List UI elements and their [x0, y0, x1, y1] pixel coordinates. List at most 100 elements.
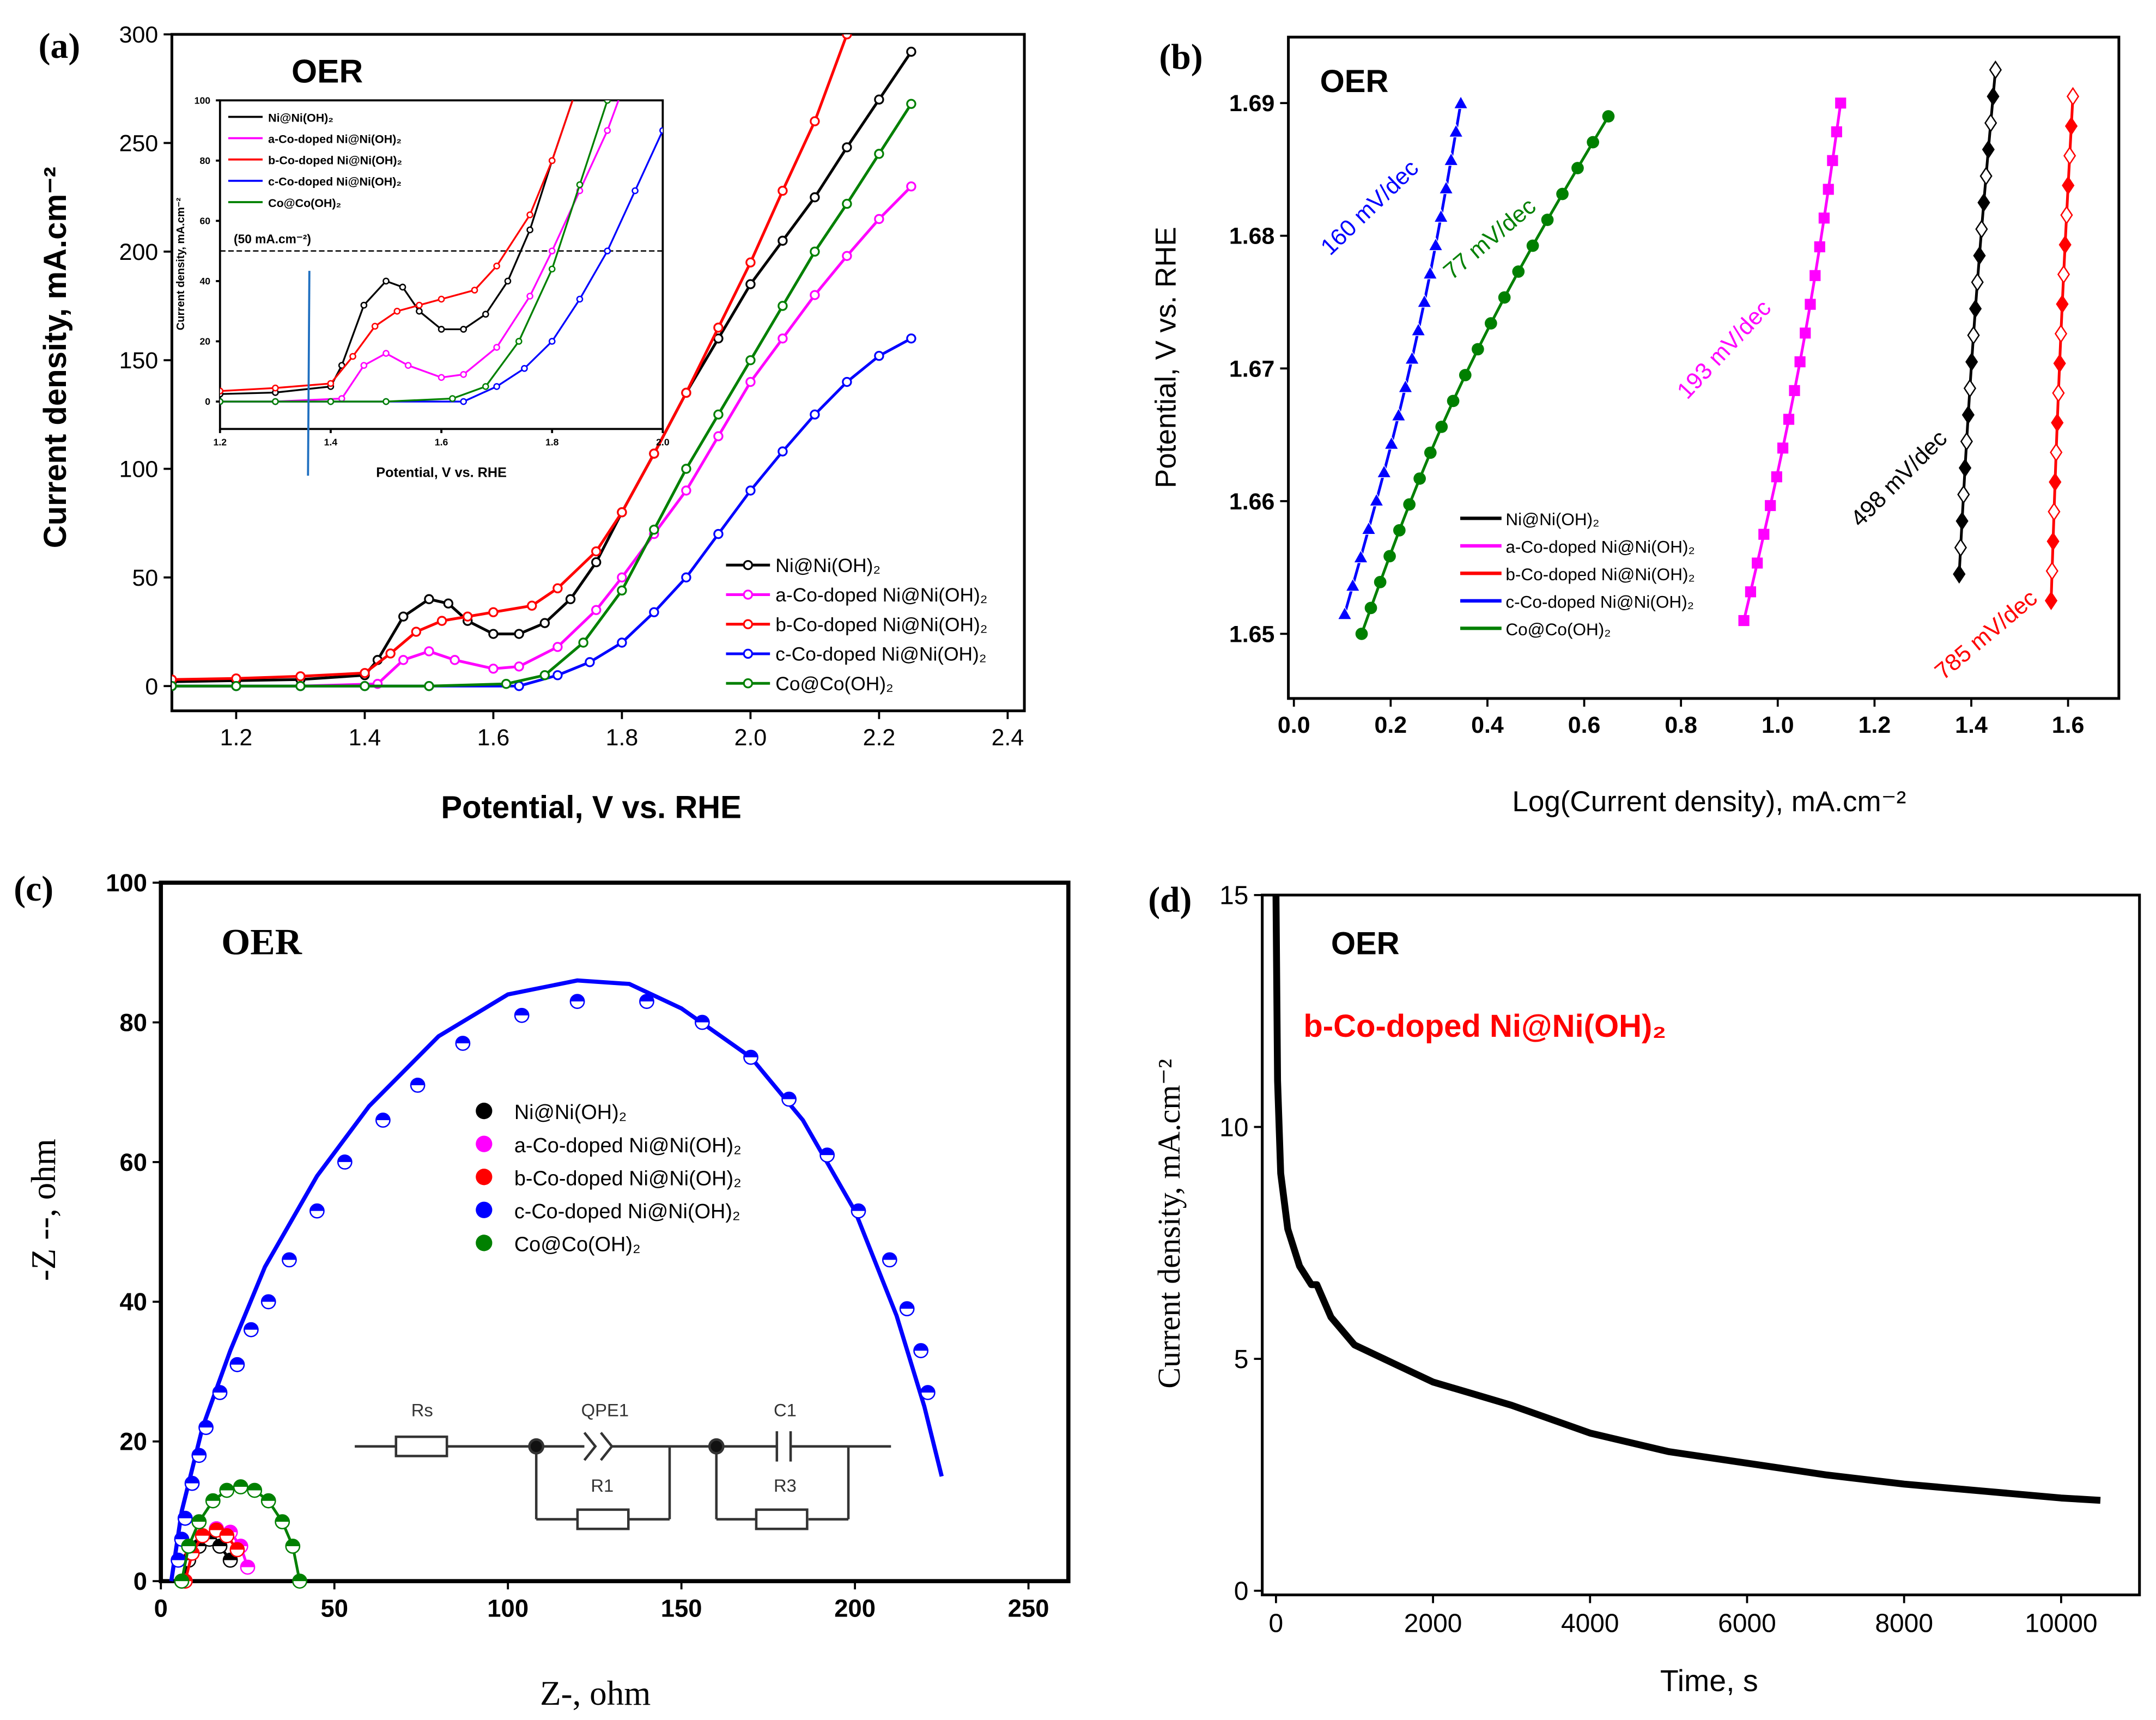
data-point [548, 265, 556, 273]
data-point-fill [293, 1574, 307, 1582]
data-point [617, 585, 627, 596]
data-point-fill [234, 1480, 248, 1487]
data-point [424, 594, 434, 604]
legend-label: a-Co-doped Ni@Ni(OH)₂ [514, 1134, 742, 1157]
data-point [162, 399, 167, 404]
x-tick-label: 2.2 [863, 725, 896, 751]
chart-title-b: OER [1320, 64, 1389, 99]
data-point [842, 376, 852, 387]
data-point [617, 572, 627, 583]
x-tick-label: 4000 [1561, 1609, 1619, 1638]
data-point [1969, 299, 1982, 319]
data-point [1800, 327, 1811, 339]
legend-marker [476, 1135, 493, 1152]
data-point [1957, 485, 1970, 505]
data-point [1958, 458, 1972, 478]
data-point [842, 198, 852, 209]
x-tick-label: 1.4 [349, 725, 381, 751]
y-tick-label: 100 [106, 869, 147, 897]
data-point [681, 572, 691, 583]
legend-label: Ni@Ni(OH)₂ [514, 1101, 627, 1124]
data-point [1571, 162, 1584, 174]
data-point [874, 350, 884, 361]
data-point [272, 384, 279, 392]
data-point [295, 671, 306, 682]
legend-label: b-Co-doped Ni@Ni(OH)₂ [514, 1167, 742, 1190]
data-point [649, 524, 659, 535]
data-point-fill [410, 1078, 425, 1085]
data-point-fill [275, 1515, 289, 1522]
data-point [2052, 383, 2065, 403]
data-point [2054, 324, 2068, 343]
data-point [577, 76, 582, 82]
data-point [552, 642, 563, 652]
x-tick-label: 250 [1008, 1595, 1049, 1622]
series-line [220, 100, 574, 395]
inset-series-4 [162, 22, 638, 405]
inset-axes: 1.2 1.4 1.6 1.8 2.0 0 20 40 60 80 100 [195, 95, 670, 447]
panel-label-d: (d) [1148, 880, 1192, 920]
inset-x-label: Potential, V vs. RHE [376, 465, 507, 481]
inset-series-2 [220, 100, 574, 395]
data-point [360, 301, 368, 309]
data-point [1345, 578, 1361, 592]
data-point [1823, 184, 1834, 195]
legend-label: b-Co-doped Ni@Ni(OH)₂ [1505, 564, 1695, 584]
data-point [162, 399, 167, 404]
x-tick-label: 1.8 [606, 725, 639, 751]
data-point-fill [782, 1092, 796, 1099]
data-point [1602, 110, 1615, 123]
x-tick-label: 1.6 [435, 437, 448, 448]
y-tick-label: 40 [199, 276, 210, 287]
x-axis-label-d: Time, s [1660, 1664, 1758, 1698]
data-point [438, 374, 445, 381]
data-point-fill [900, 1302, 914, 1309]
inset-y-label: Current density, mA.cm⁻² [175, 198, 187, 331]
data-point [460, 398, 467, 405]
y-tick-label: 200 [119, 239, 159, 265]
data-point [220, 387, 224, 395]
data-point-fill [338, 1155, 352, 1162]
legend-label: b-Co-doped Ni@Ni(OH)₂ [775, 614, 987, 635]
data-point [172, 681, 177, 691]
series-c-3 [169, 978, 944, 1582]
y-tick-label: 60 [199, 216, 210, 227]
data-point [1783, 414, 1795, 425]
x-tick-label: 0.4 [1471, 712, 1504, 738]
data-point [1827, 155, 1838, 166]
data-point [713, 409, 724, 420]
y-axis-label-d: Current density, mA.cm⁻² [1151, 1059, 1187, 1388]
data-point [681, 464, 691, 474]
x-tick-label: 1.6 [477, 725, 510, 751]
data-point [539, 670, 550, 680]
slope-label: 160 mV/dec [1316, 155, 1424, 260]
data-point [385, 648, 396, 659]
x-tick-label: 10000 [2025, 1609, 2097, 1638]
data-point-fill [192, 1515, 206, 1522]
data-point [1989, 60, 2002, 80]
legend-label: c-Co-doped Ni@Ni(OH)₂ [775, 644, 986, 665]
data-point [1423, 265, 1438, 279]
data-point [810, 409, 820, 420]
x-tick-label: 1.2 [1859, 712, 1891, 738]
data-point [526, 226, 533, 234]
data-point-fill [515, 1008, 529, 1016]
data-point [1498, 291, 1511, 304]
data-point [1738, 615, 1750, 627]
data-point [633, 22, 638, 28]
inset-legend-label: c-Co-doped Ni@Ni(OH)₂ [268, 175, 402, 189]
data-point [778, 235, 788, 246]
data-point [438, 295, 445, 303]
legend-label: Ni@Ni(OH)₂ [775, 555, 880, 576]
data-point [1789, 385, 1800, 396]
data-point [220, 398, 224, 405]
data-point-fill [174, 1574, 189, 1582]
x-tick-label: 2.0 [656, 437, 670, 448]
fit-line [169, 978, 944, 1582]
data-point [2058, 235, 2072, 254]
data-point [1987, 87, 2000, 106]
data-point [501, 679, 512, 689]
data-point [416, 301, 423, 309]
data-point [1541, 214, 1554, 226]
y-axis-label-a: Current density, mA.cm⁻² [38, 167, 73, 548]
